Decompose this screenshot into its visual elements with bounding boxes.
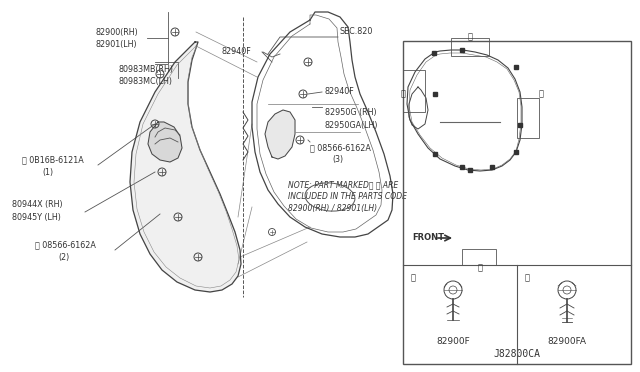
Polygon shape bbox=[130, 42, 241, 292]
Text: Ⓑ 0B16B-6121A: Ⓑ 0B16B-6121A bbox=[22, 155, 84, 164]
Text: 82900F: 82900F bbox=[436, 337, 470, 346]
Text: 80983MC(LH): 80983MC(LH) bbox=[118, 77, 172, 86]
Text: 80983MB(RH): 80983MB(RH) bbox=[118, 65, 173, 74]
Polygon shape bbox=[265, 110, 295, 159]
Text: FRONT: FRONT bbox=[412, 232, 444, 241]
Text: Ⓑ 08566-6162A: Ⓑ 08566-6162A bbox=[35, 240, 96, 249]
Text: Ⓑ: Ⓑ bbox=[525, 273, 530, 282]
Text: 82901(LH): 82901(LH) bbox=[95, 39, 136, 48]
Polygon shape bbox=[148, 122, 182, 162]
Text: 82900(RH): 82900(RH) bbox=[95, 28, 138, 36]
Text: SEC.820: SEC.820 bbox=[340, 27, 373, 36]
Bar bbox=[517, 98, 539, 138]
Bar bbox=[451, 38, 489, 56]
Text: 80945Y (LH): 80945Y (LH) bbox=[12, 213, 61, 222]
Text: Ⓑ: Ⓑ bbox=[477, 263, 483, 273]
Text: 80944X (RH): 80944X (RH) bbox=[12, 200, 63, 209]
Text: J82800CA: J82800CA bbox=[493, 349, 540, 359]
Text: Ⓑ: Ⓑ bbox=[538, 90, 543, 99]
Text: 82900(RH) / 82901(LH): 82900(RH) / 82901(LH) bbox=[288, 204, 377, 213]
Text: 82900FA: 82900FA bbox=[547, 337, 586, 346]
Bar bbox=[403, 70, 425, 112]
Text: (1): (1) bbox=[42, 168, 53, 177]
Text: Ⓑ: Ⓑ bbox=[401, 90, 406, 99]
Text: Ⓐ: Ⓐ bbox=[467, 32, 472, 42]
Bar bbox=[462, 250, 496, 266]
Text: 82950GA(LH): 82950GA(LH) bbox=[325, 121, 378, 130]
Bar bbox=[403, 41, 631, 364]
Text: 82950G (RH): 82950G (RH) bbox=[325, 108, 376, 117]
Text: INCLUDED IN THE PARTS CODE: INCLUDED IN THE PARTS CODE bbox=[288, 192, 407, 201]
Text: Ⓑ 08566-6162A: Ⓑ 08566-6162A bbox=[310, 143, 371, 152]
Text: 82940F: 82940F bbox=[222, 47, 252, 56]
Text: Ⓐ: Ⓐ bbox=[411, 273, 416, 282]
Text: 82940F: 82940F bbox=[325, 87, 355, 96]
Text: (3): (3) bbox=[332, 155, 343, 164]
Text: (2): (2) bbox=[58, 253, 69, 262]
Text: NOTE: PART MARKEDⒶ Ⓑ ARE: NOTE: PART MARKEDⒶ Ⓑ ARE bbox=[288, 180, 398, 189]
